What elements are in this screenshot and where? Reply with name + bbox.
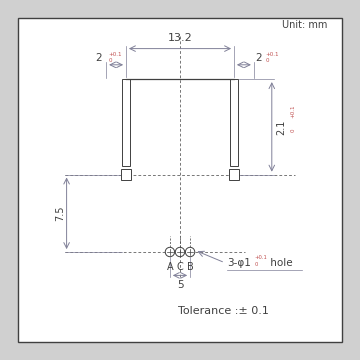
Bar: [122, 79, 130, 166]
Text: B: B: [187, 262, 193, 272]
Text: 13.2: 13.2: [168, 33, 192, 43]
Text: 0: 0: [255, 262, 258, 267]
Text: +0.1: +0.1: [108, 52, 122, 57]
Text: hole: hole: [267, 258, 293, 268]
Bar: [229, 169, 239, 180]
Text: 2: 2: [256, 53, 262, 63]
Bar: [230, 79, 238, 166]
Text: 0: 0: [266, 58, 269, 63]
Text: 0: 0: [108, 58, 112, 63]
Text: 7.5: 7.5: [55, 206, 65, 221]
Bar: [121, 169, 131, 180]
Text: Unit: mm: Unit: mm: [282, 20, 328, 30]
Text: 5: 5: [177, 280, 183, 290]
Text: 0: 0: [291, 129, 296, 132]
Text: +0.1: +0.1: [291, 104, 296, 118]
Text: A: A: [167, 262, 173, 272]
Text: C: C: [177, 262, 183, 272]
Text: Tolerance :± 0.1: Tolerance :± 0.1: [178, 306, 269, 316]
Text: +0.1: +0.1: [266, 52, 279, 57]
Text: 2: 2: [95, 53, 102, 63]
Text: +0.1: +0.1: [255, 255, 268, 260]
Text: 2.1: 2.1: [276, 119, 286, 135]
FancyBboxPatch shape: [18, 18, 342, 342]
Text: 3-φ1: 3-φ1: [227, 258, 251, 268]
